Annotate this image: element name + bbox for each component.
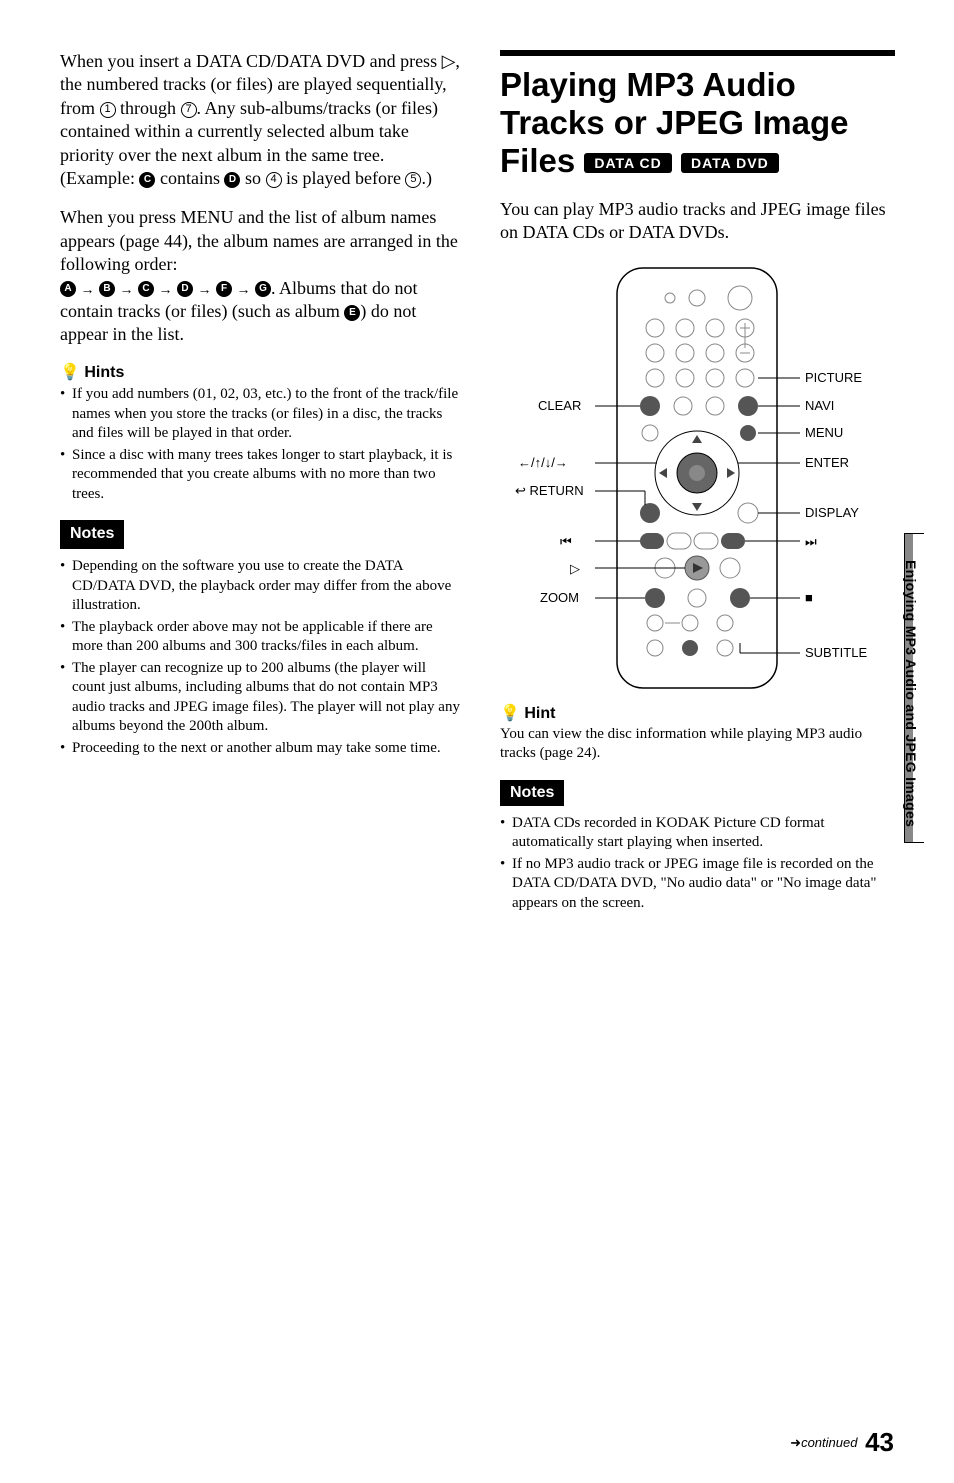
text: is played before	[282, 168, 406, 188]
bulb-icon: 💡	[60, 364, 80, 381]
text: so	[240, 168, 265, 188]
right-column: Playing MP3 Audio Tracks or JPEG Image F…	[500, 50, 895, 929]
label-zoom: ZOOM	[540, 590, 579, 605]
heading-line-3: Files	[500, 142, 575, 179]
label-navi: NAVI	[805, 398, 834, 413]
hint-label-text: Hint	[524, 705, 555, 722]
hints-list: If you add numbers (01, 02, 03, etc.) to…	[60, 385, 460, 504]
page-number: 43	[865, 1427, 894, 1457]
arrow-icon: →	[237, 283, 251, 298]
circled-1: 1	[100, 102, 116, 118]
filled-e: E	[344, 305, 360, 321]
notes-list-right: DATA CDs recorded in KODAK Picture CD fo…	[500, 814, 895, 914]
label-arrows: ←/↑/↓/→	[518, 455, 568, 470]
label-prev: ⏮	[560, 534, 572, 549]
text: through	[116, 98, 181, 118]
note-item: The player can recognize up to 200 album…	[60, 659, 460, 737]
circled-7: 7	[181, 102, 197, 118]
note-item: The playback order above may not be appl…	[60, 618, 460, 657]
circled-4: 4	[266, 172, 282, 188]
paragraph-1: When you insert a DATA CD/DATA DVD and p…	[60, 50, 460, 190]
label-return: ↩ RETURN	[515, 483, 584, 498]
left-column: When you insert a DATA CD/DATA DVD and p…	[60, 50, 460, 929]
remote-diagram: PICTURE NAVI CLEAR MENU	[500, 263, 895, 693]
hint-item: Since a disc with many trees takes longe…	[60, 446, 460, 505]
label-menu: MENU	[805, 425, 843, 440]
hint-text: You can view the disc information while …	[500, 725, 895, 764]
text: contains	[155, 168, 224, 188]
note-item: DATA CDs recorded in KODAK Picture CD fo…	[500, 814, 895, 853]
main-heading: Playing MP3 Audio Tracks or JPEG Image F…	[500, 66, 895, 180]
seq-a: A	[60, 281, 76, 297]
arrow-icon: →	[159, 283, 173, 298]
label-play: ▷	[570, 561, 580, 576]
label-next: ⏭	[805, 534, 817, 549]
data-dvd-tag: DATA DVD	[681, 153, 779, 173]
filled-c: C	[139, 172, 155, 188]
hints-heading: 💡 Hints	[60, 363, 460, 384]
arrow-icon: →	[198, 283, 212, 298]
side-tab-label: Enjoying MP3 Audio and JPEG Images	[903, 560, 919, 827]
heading-line-1: Playing MP3 Audio	[500, 66, 796, 103]
data-cd-tag: DATA CD	[584, 153, 671, 173]
circled-5: 5	[405, 172, 421, 188]
play-glyph: ▷	[442, 51, 456, 71]
notes-heading-right: Notes	[500, 780, 564, 806]
note-item: Proceeding to the next or another album …	[60, 739, 460, 759]
paragraph-2: When you press MENU and the list of albu…	[60, 206, 460, 346]
hint-item: If you add numbers (01, 02, 03, etc.) to…	[60, 385, 460, 444]
note-item: Depending on the software you use to cre…	[60, 557, 460, 616]
label-subtitle: SUBTITLE	[805, 645, 867, 660]
seq-d: D	[177, 281, 193, 297]
label-enter: ENTER	[805, 455, 849, 470]
text: .)	[421, 168, 432, 188]
heading-line-2: Tracks or JPEG Image	[500, 104, 849, 141]
seq-b: B	[99, 281, 115, 297]
continue-arrow-icon: ➜	[790, 1435, 801, 1450]
hints-label-text: Hints	[84, 364, 124, 381]
text: When you press MENU and the list of albu…	[60, 207, 458, 274]
notes-list: Depending on the software you use to cre…	[60, 557, 460, 758]
label-display: DISPLAY	[805, 505, 859, 520]
seq-g: G	[255, 281, 271, 297]
arrow-icon: →	[81, 283, 95, 298]
footer: ➜continued 43	[790, 1427, 894, 1458]
label-stop: ■	[805, 590, 813, 605]
seq-f: F	[216, 281, 232, 297]
note-item: If no MP3 audio track or JPEG image file…	[500, 855, 895, 914]
hint-heading: 💡 Hint	[500, 703, 895, 723]
top-rule	[500, 50, 895, 56]
seq-c: C	[138, 281, 154, 297]
filled-d: D	[224, 172, 240, 188]
label-picture: PICTURE	[805, 370, 862, 385]
arrow-icon: →	[120, 283, 134, 298]
text: When you insert a DATA CD/DATA DVD and p…	[60, 51, 442, 71]
label-clear: CLEAR	[538, 398, 581, 413]
intro-text: You can play MP3 audio tracks and JPEG i…	[500, 198, 895, 245]
continued-text: continued	[801, 1435, 857, 1450]
bulb-icon: 💡	[500, 705, 520, 722]
notes-heading: Notes	[60, 520, 124, 549]
